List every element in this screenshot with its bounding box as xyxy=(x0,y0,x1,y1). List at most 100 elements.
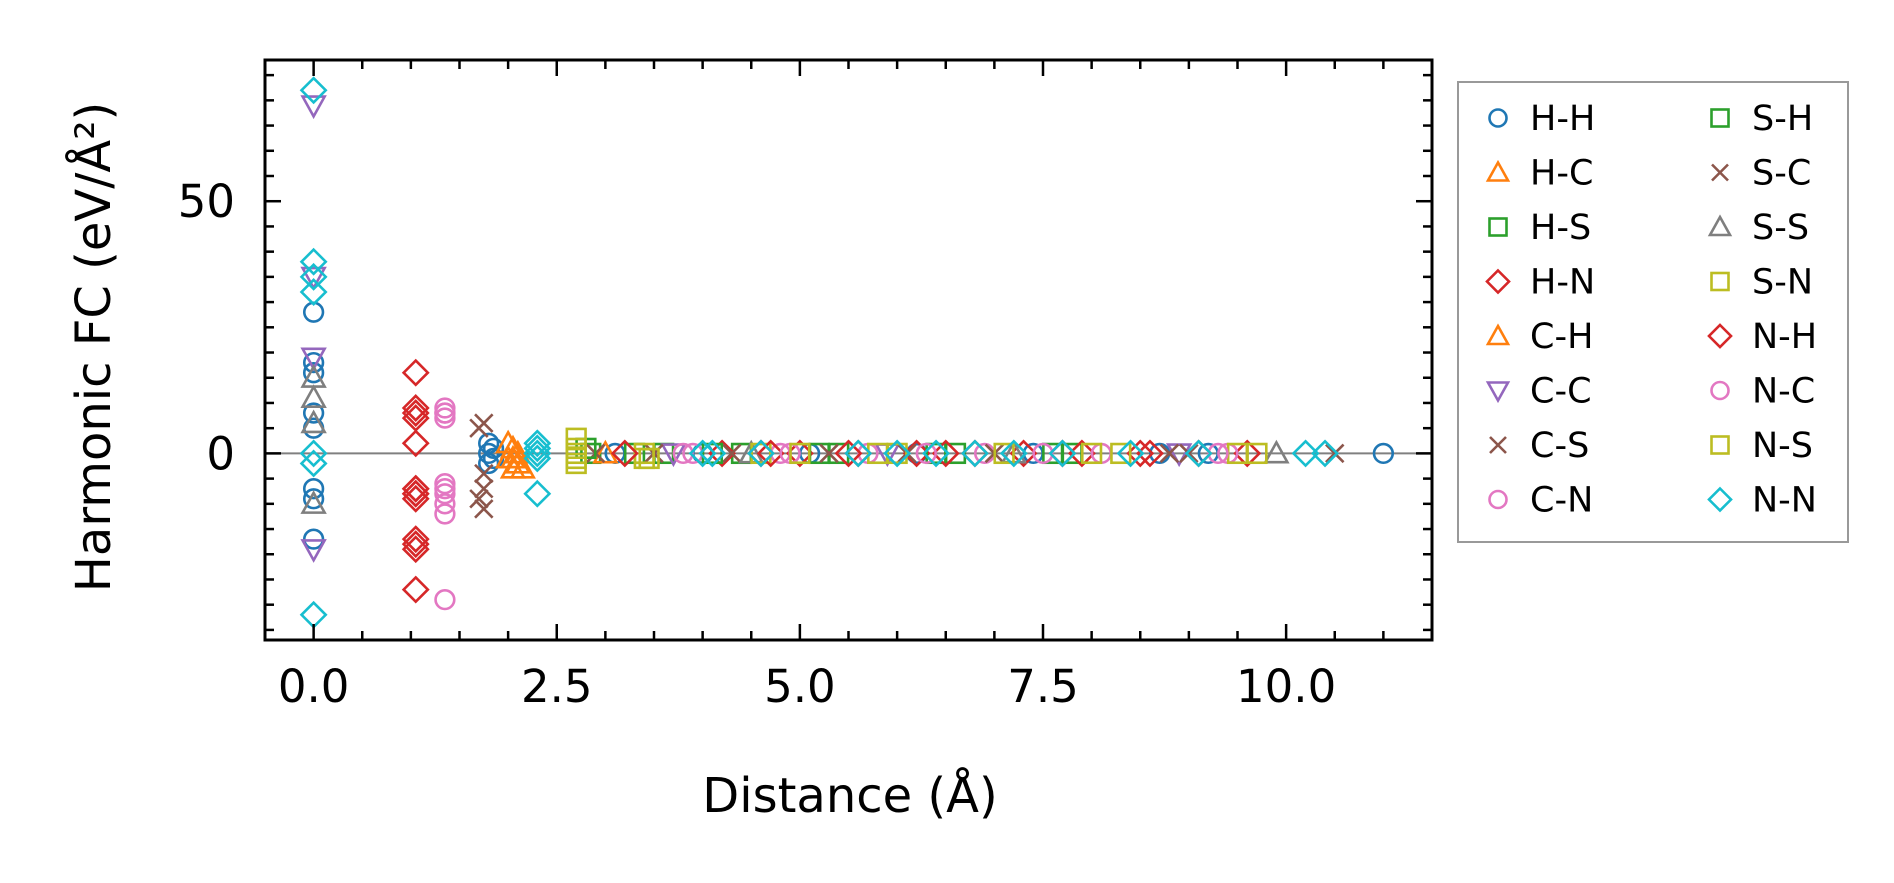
x-tick-label: 7.5 xyxy=(1007,660,1079,713)
legend-label: S-N xyxy=(1752,263,1813,303)
y-tick-label: 50 xyxy=(178,175,235,228)
data-point xyxy=(523,439,552,468)
legend-label: S-S xyxy=(1752,208,1809,248)
series-H-N xyxy=(401,358,1262,604)
series-N-N xyxy=(299,76,1339,629)
plot-area xyxy=(265,76,1432,629)
data-point xyxy=(925,442,947,465)
legend-entry: N-N xyxy=(1707,481,1817,521)
legend-entry: C-C xyxy=(1485,372,1592,412)
series-C-C xyxy=(300,95,1193,563)
data-point xyxy=(1372,442,1395,465)
legend-marker xyxy=(1485,381,1511,404)
data-point xyxy=(960,439,989,468)
data-point xyxy=(469,418,489,438)
data-point xyxy=(1159,443,1180,464)
data-point xyxy=(302,351,325,374)
series-N-S xyxy=(565,437,1268,470)
data-point xyxy=(434,402,456,424)
data-point xyxy=(299,600,328,629)
data-point xyxy=(474,499,494,519)
axes: 0.0 2.5 5.0 7.5 10.0 0 50 xyxy=(178,58,1434,713)
data-point xyxy=(401,394,430,422)
data-point xyxy=(469,489,489,509)
data-point xyxy=(1136,439,1164,468)
legend-marker xyxy=(1707,323,1733,349)
legend-entry: H-S xyxy=(1488,208,1591,248)
data-point xyxy=(523,479,552,508)
data-point xyxy=(300,539,327,563)
data-point xyxy=(844,439,873,468)
legend-label: C-C xyxy=(1530,372,1592,412)
data-point xyxy=(902,439,931,468)
data-point xyxy=(300,95,327,120)
data-point xyxy=(660,443,687,468)
data-point xyxy=(504,449,532,474)
legend: H-H H-C H-S H-N C-H C-C C-S C-N S-H S-C S-S S-N N-H N… xyxy=(1457,81,1849,543)
legend-entry: H-N xyxy=(1485,263,1595,303)
legend-entry: N-C xyxy=(1710,372,1815,412)
legend-marker xyxy=(1485,268,1511,295)
data-point xyxy=(474,463,494,484)
data-point xyxy=(750,442,772,465)
data-point xyxy=(834,439,863,468)
data-point xyxy=(1110,442,1132,465)
data-point xyxy=(300,409,327,434)
legend-marker xyxy=(1710,271,1730,292)
data-point xyxy=(883,439,912,468)
legend-label: H-S xyxy=(1530,208,1591,248)
data-point xyxy=(565,447,587,470)
data-point xyxy=(401,399,430,427)
legend-marker xyxy=(1485,323,1511,346)
data-point xyxy=(1291,439,1320,468)
data-point xyxy=(1311,439,1339,468)
data-point xyxy=(688,439,717,468)
legend-entry: S-H xyxy=(1710,99,1813,139)
data-point xyxy=(922,439,950,468)
data-point xyxy=(300,384,327,409)
data-point xyxy=(474,478,494,499)
data-point xyxy=(1179,443,1199,464)
legend-label: H-N xyxy=(1530,263,1595,303)
data-point xyxy=(434,589,456,611)
data-point xyxy=(1233,439,1262,468)
legend-box xyxy=(1457,81,1849,543)
legend-marker xyxy=(1711,163,1729,182)
legend-label: C-N xyxy=(1530,481,1593,521)
x-tick-label: 2.5 xyxy=(521,660,593,713)
legend-label: C-S xyxy=(1530,426,1589,466)
legend-entry: C-H xyxy=(1485,317,1593,357)
legend-label: N-S xyxy=(1752,426,1813,466)
data-point xyxy=(434,503,456,525)
legend-label: H-H xyxy=(1530,99,1595,139)
data-point xyxy=(672,442,694,465)
legend-entry: H-H xyxy=(1488,99,1595,139)
series-C-S xyxy=(474,413,1345,519)
legend-marker xyxy=(1707,486,1733,513)
data-point xyxy=(401,474,430,503)
legend-marker xyxy=(1489,436,1507,454)
legend-entry: N-S xyxy=(1710,426,1813,466)
legend-label: H-C xyxy=(1530,154,1593,194)
data-point xyxy=(523,434,552,463)
data-point xyxy=(494,429,522,454)
x-tick-label: 0.0 xyxy=(278,660,350,713)
data-point xyxy=(747,439,775,468)
data-point xyxy=(523,444,552,473)
data-point xyxy=(523,429,552,458)
data-point xyxy=(931,439,960,468)
legend-marker xyxy=(1488,108,1508,128)
data-point xyxy=(1325,443,1345,464)
data-point xyxy=(701,442,724,465)
y-axis-label: Harmonic FC (eV/Å²) xyxy=(65,102,122,592)
data-point xyxy=(401,535,430,564)
legend-entry: H-C xyxy=(1485,154,1593,194)
data-point xyxy=(401,484,430,513)
data-point xyxy=(819,443,839,464)
data-point xyxy=(1116,439,1145,468)
data-point xyxy=(401,530,430,559)
data-point xyxy=(915,442,937,465)
series-H-H xyxy=(302,301,1395,550)
legend-label: C-H xyxy=(1530,317,1593,357)
